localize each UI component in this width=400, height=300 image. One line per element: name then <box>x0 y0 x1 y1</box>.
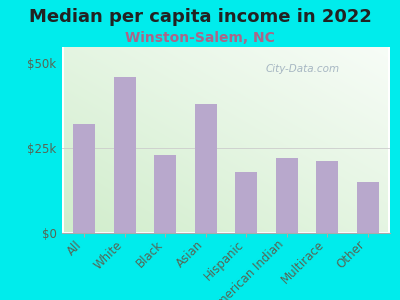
Bar <box>356 182 379 232</box>
Text: Median per capita income in 2022: Median per capita income in 2022 <box>28 8 372 26</box>
Bar <box>195 104 217 232</box>
Bar <box>114 77 136 232</box>
Bar <box>276 158 298 232</box>
Bar <box>235 172 257 232</box>
Bar <box>316 161 338 232</box>
Bar <box>154 155 176 232</box>
Text: Winston-Salem, NC: Winston-Salem, NC <box>125 32 275 46</box>
Text: City-Data.com: City-Data.com <box>265 64 340 74</box>
Bar <box>73 124 96 232</box>
